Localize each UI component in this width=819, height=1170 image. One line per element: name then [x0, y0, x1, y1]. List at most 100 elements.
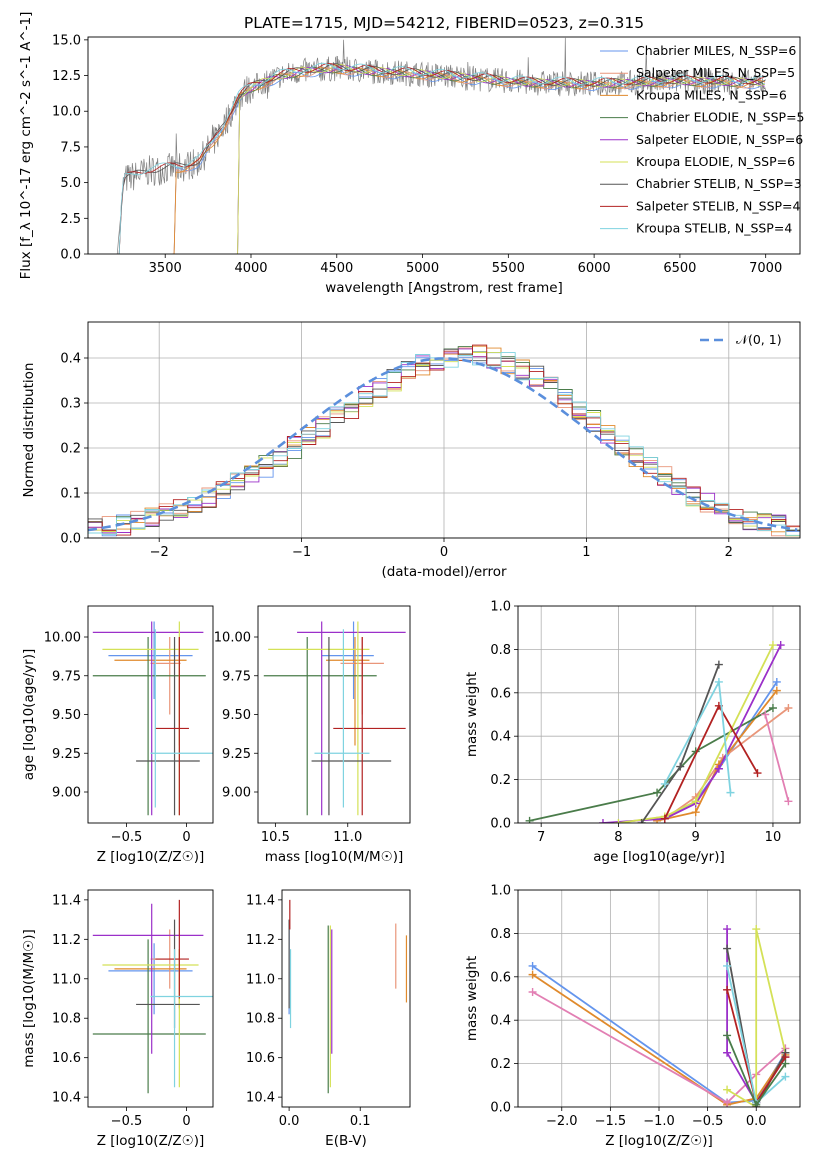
weight-marker — [776, 641, 785, 650]
panel-age_vs_Z: −0.5 0 9.00 9.25 9.50 9.75 10.00 Z [log10(Z/Z☉)… — [21, 605, 214, 865]
figure-title: PLATE=1715, MJD=54212, FIBERID=0523, z=0… — [244, 14, 644, 32]
x-tick-label: 9 — [692, 830, 700, 845]
y-tick-label: 10.4 — [52, 1091, 81, 1106]
panel-spectrum: 3500 4000 4500 5000 5500 6000 6500 7000 0.0 2.5 5.… — [18, 12, 805, 296]
y-axis-label: Flux [f_λ 10^-17 erg cm^-2 s^-1 A^-1] — [18, 12, 34, 280]
x-tick-label: 5000 — [406, 261, 439, 276]
y-tick-label: 10.8 — [246, 1012, 275, 1027]
x-tick-label: 0 — [182, 830, 190, 845]
legend-entry: Kroupa ELODIE, N_SSP=6 — [636, 154, 795, 169]
y-tick-label: 0.4 — [490, 1014, 511, 1029]
panel-mass_weight_vs_Z: −2.0 −1.5 −1.0 −0.5 0.0 0.0 0.2 0.4 0.6 0.8 1.0 Z [… — [464, 884, 801, 1149]
y-tick-label: 9.25 — [222, 747, 251, 762]
plot-area — [263, 621, 406, 816]
weight-marker — [781, 1059, 790, 1068]
x-tick-label: −1.5 — [595, 1114, 627, 1129]
legend-entry: Kroupa MILES, N_SSP=6 — [636, 87, 787, 102]
weight-marker — [723, 1098, 732, 1107]
x-tick-label: −2 — [150, 545, 169, 560]
y-tick-label: 10.0 — [52, 105, 81, 120]
y-tick-label: 7.5 — [60, 140, 81, 155]
legend-entry: Chabrier ELODIE, N_SSP=5 — [636, 110, 805, 125]
weight-marker — [752, 1100, 761, 1107]
y-axis-label: mass [log10(M/M☉)] — [21, 929, 37, 1068]
weight-marker — [726, 788, 735, 797]
weight-marker — [660, 814, 669, 823]
model-spectrum-line — [172, 67, 766, 254]
weight-marker — [761, 710, 770, 719]
x-tick-label: 8 — [614, 830, 622, 845]
weight-marker — [723, 985, 732, 994]
x-tick-label: 5500 — [492, 261, 525, 276]
x-tick-label: 0.0 — [279, 1114, 300, 1129]
x-tick-label: 10.5 — [261, 830, 290, 845]
y-tick-label: 10.4 — [246, 1091, 275, 1106]
weight-marker — [691, 808, 700, 817]
x-tick-label: −2.0 — [546, 1114, 578, 1129]
x-tick-label: 3500 — [149, 261, 182, 276]
y-tick-label: 9.50 — [222, 708, 251, 723]
y-tick-label: 0.4 — [60, 352, 81, 367]
x-tick-label: 11.0 — [333, 830, 362, 845]
y-tick-label: 0.8 — [490, 927, 511, 942]
x-tick-label: 0.1 — [350, 1114, 371, 1129]
weight-marker — [781, 1072, 790, 1081]
residual-histogram — [88, 352, 800, 536]
weight-marker — [784, 703, 793, 712]
plot-area — [116, 37, 767, 254]
y-tick-label: 0.0 — [60, 532, 81, 547]
weight-marker — [723, 1031, 732, 1040]
x-tick-label: 0 — [182, 1114, 190, 1129]
y-tick-label: 11.2 — [246, 933, 275, 948]
weight-line — [764, 714, 790, 802]
y-tick-label: 12.5 — [52, 69, 81, 84]
y-tick-label: 0.0 — [490, 817, 511, 832]
weight-line — [656, 690, 778, 822]
x-tick-label: 6000 — [578, 261, 611, 276]
y-axis-label: mass weight — [464, 672, 480, 757]
y-tick-label: 9.00 — [222, 786, 251, 801]
y-tick-label: 11.0 — [52, 972, 81, 987]
weight-marker — [637, 819, 646, 823]
y-tick-label: 1.0 — [490, 884, 511, 899]
axes-frame — [87, 36, 801, 255]
y-tick-label: 0.0 — [60, 248, 81, 263]
panel-age_vs_mass: 10.5 11.0 9.00 9.25 9.50 9.75 10.00 mass [log10… — [214, 605, 411, 865]
x-axis-label: age [log10(age/yr)] — [593, 849, 725, 865]
x-axis-label: wavelength [Angstrom, rest frame] — [325, 280, 563, 296]
weight-marker — [753, 769, 762, 778]
axes-frame — [517, 605, 801, 824]
model-spectrum-line — [235, 63, 765, 254]
x-tick-label: −0.5 — [111, 830, 143, 845]
y-tick-label: 11.4 — [246, 893, 275, 908]
y-tick-label: 10.8 — [52, 1012, 81, 1027]
plot-area — [88, 322, 800, 538]
y-tick-label: 2.5 — [60, 212, 81, 227]
x-axis-label: Z [log10(Z/Z☉)] — [97, 1133, 205, 1149]
weight-marker — [772, 677, 781, 686]
x-tick-label: −1 — [292, 545, 311, 560]
weight-line — [532, 973, 787, 1106]
x-axis-label: (data-model)/error — [381, 564, 507, 580]
legend-entry: 𝒩(0, 1) — [736, 332, 782, 347]
legend-entry: Chabrier MILES, N_SSP=6 — [636, 43, 796, 58]
y-tick-label: 10.6 — [246, 1051, 275, 1066]
y-tick-label: 0.6 — [490, 686, 511, 701]
x-axis-label: Z [log10(Z/Z☉)] — [605, 1133, 713, 1149]
legend-entry: Salpeter ELODIE, N_SSP=6 — [636, 132, 803, 147]
weight-marker — [528, 987, 537, 996]
legend-entry: Kroupa STELIB, N_SSP=4 — [636, 221, 792, 236]
model-spectrum-line — [117, 62, 766, 254]
panels: 3500 4000 4500 5000 5500 6000 6500 70000.02.55.… — [18, 12, 805, 1149]
y-tick-label: 11.2 — [52, 933, 81, 948]
weight-marker — [691, 797, 700, 806]
x-axis-label: mass [log10(M/M☉)] — [265, 849, 404, 865]
weight-marker — [723, 961, 732, 970]
y-tick-label: 0.2 — [490, 773, 511, 788]
y-tick-label: 9.75 — [222, 669, 251, 684]
y-tick-label: 0.2 — [490, 1057, 511, 1072]
plot-area — [518, 606, 800, 823]
y-axis-label: mass weight — [464, 956, 480, 1041]
x-axis-label: E(B-V) — [325, 1133, 367, 1149]
weight-marker — [784, 797, 793, 806]
